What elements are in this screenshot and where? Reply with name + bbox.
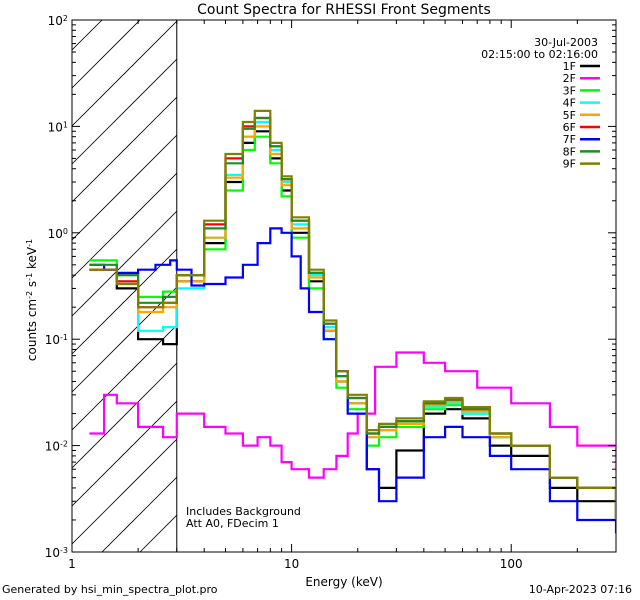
series-3F: [89, 135, 616, 520]
hatch-line: [72, 96, 178, 203]
hatch-line: [72, 324, 178, 431]
time-range-label: 02:15:00 to 02:16:00: [481, 48, 598, 61]
legend-label-1F: 1F: [563, 60, 576, 73]
hatch-line: [72, 438, 178, 545]
attenuator-note: Att A0, FDecim 1: [186, 517, 279, 530]
x-axis-label: Energy (keV): [305, 575, 382, 589]
series-2F: [89, 351, 616, 479]
y-tick-label: 10-3: [45, 546, 68, 561]
legend-label-9F: 9F: [563, 158, 576, 171]
hatch-line: [72, 134, 178, 241]
y-tick-label: 100: [48, 226, 68, 241]
y-tick-label: 10-2: [45, 439, 68, 454]
hatch-line: [72, 248, 178, 355]
legend-label-5F: 5F: [563, 109, 576, 122]
chart-title: Count Spectra for RHESSI Front Segments: [197, 2, 491, 18]
legend-label-6F: 6F: [563, 121, 576, 134]
legend-label-2F: 2F: [563, 72, 576, 85]
series-6F: [89, 116, 616, 520]
legend-label-7F: 7F: [563, 133, 576, 146]
series-7F: [89, 227, 616, 534]
legend-label-4F: 4F: [563, 97, 576, 110]
series-lines: [89, 109, 616, 534]
hatch-line: [72, 20, 141, 89]
hatch-line: [72, 286, 178, 393]
hatch-line: [139, 514, 178, 552]
background-note: Includes Background: [186, 505, 301, 518]
series-8F: [89, 116, 616, 520]
axis-ticks: 1 10 100 10-3 10-2 10-1 100 101 102: [45, 14, 617, 571]
series-9F: [89, 109, 616, 520]
hatch-line: [72, 210, 178, 317]
hatch-line: [72, 58, 178, 165]
hatch-line: [72, 172, 178, 279]
series-5F: [89, 125, 616, 520]
legend-label-3F: 3F: [563, 84, 576, 97]
y-tick-label: 102: [48, 14, 68, 29]
y-axis-label: counts cm-2 s-1 keV-1: [25, 239, 40, 361]
y-tick-label: 10-1: [45, 333, 68, 348]
hatch-line: [72, 20, 103, 51]
footer-timestamp: 10-Apr-2023 07:16: [528, 583, 632, 596]
legend-label-8F: 8F: [563, 145, 576, 158]
x-tick-label: 100: [500, 557, 523, 571]
hatch-line: [72, 20, 178, 127]
plot-frame: [71, 19, 617, 553]
x-tick-label: 10: [284, 557, 299, 571]
x-tick-label: 1: [68, 557, 76, 571]
hatch-line: [72, 362, 178, 469]
date-label: 30-Jul-2003: [534, 36, 598, 49]
y-tick-label: 101: [48, 120, 68, 135]
excluded-energy-region: [72, 20, 178, 552]
series-1F: [89, 130, 616, 520]
axes-frame: [71, 19, 617, 553]
hatch-line: [101, 476, 178, 552]
hatch-line: [72, 400, 178, 507]
generated-by-text: Generated by hsi_min_spectra_plot.pro: [2, 583, 218, 596]
